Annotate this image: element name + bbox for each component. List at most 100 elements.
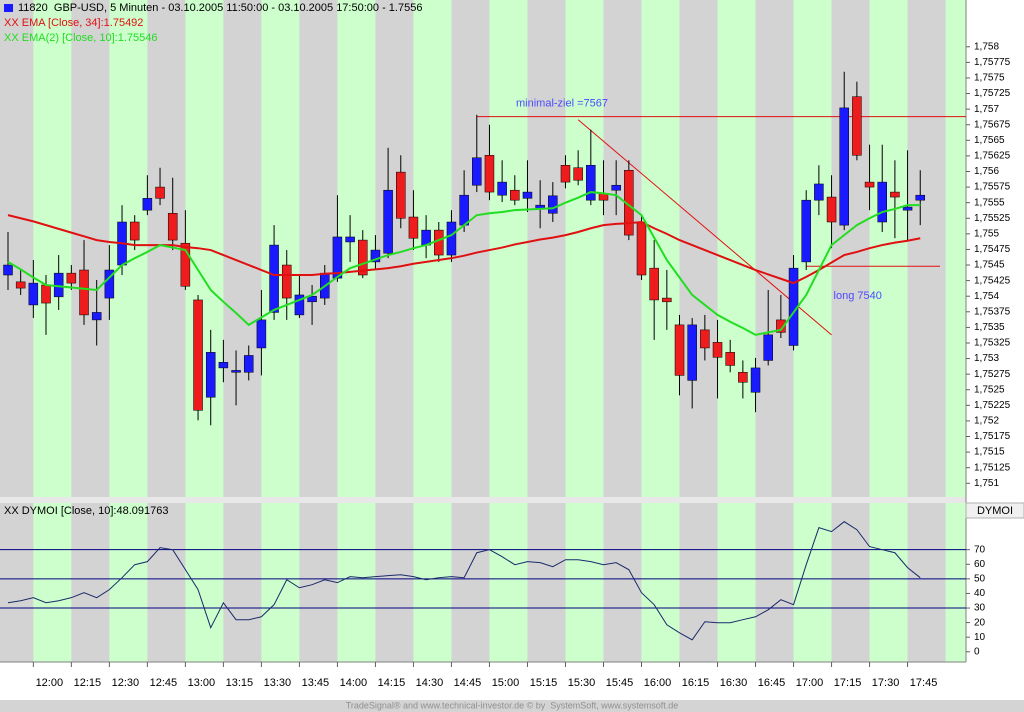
y-tick-label: 1,75375 <box>974 306 1011 317</box>
candle-body <box>902 206 913 211</box>
candle-body <box>700 329 710 349</box>
candle-body <box>548 195 558 214</box>
candle-body <box>307 295 317 303</box>
y-tick-label: 1,753 <box>974 353 999 364</box>
y-tick-label: 40 <box>974 588 986 599</box>
x-tick-label: 13:00 <box>188 677 216 689</box>
x-tick-label: 17:45 <box>910 677 938 689</box>
y-tick-label: 1,75275 <box>974 369 1011 380</box>
x-tick-label: 13:15 <box>226 677 254 689</box>
candle-body <box>434 229 444 256</box>
y-tick-label: 1,75175 <box>974 431 1011 442</box>
candle-body <box>636 221 647 276</box>
candle-body <box>345 236 355 243</box>
y-tick-label: 70 <box>974 544 986 555</box>
candle-body <box>15 281 26 289</box>
x-tick-label: 15:30 <box>568 677 596 689</box>
y-tick-label: 1,7575 <box>974 73 1005 84</box>
candle-body <box>91 312 102 321</box>
candle-body <box>814 183 824 201</box>
stripe <box>261 0 300 662</box>
y-tick-label: 1,75525 <box>974 213 1011 224</box>
y-tick-label: 1,75225 <box>974 400 1011 411</box>
stripe <box>337 0 376 662</box>
candle-body <box>763 334 773 361</box>
stripe <box>641 0 680 662</box>
candle-body <box>142 198 153 211</box>
candle-body <box>560 165 571 183</box>
annotation: long 7540 <box>834 290 882 302</box>
candle-body <box>687 324 697 381</box>
candle-body <box>573 167 583 181</box>
panel-label-box <box>965 502 1024 519</box>
candle-body <box>79 269 89 316</box>
x-tick-label: 12:15 <box>74 677 102 689</box>
x-tick-label: 14:45 <box>454 677 482 689</box>
x-tick-label: 16:45 <box>758 677 786 689</box>
candle-body <box>877 181 887 223</box>
x-tick-label: 15:15 <box>530 677 558 689</box>
candle-body <box>3 264 13 276</box>
candle-body <box>738 372 748 383</box>
y-tick-label: 1,75625 <box>974 151 1011 162</box>
y-tick-label: 1,752 <box>974 416 999 427</box>
legend-entry: XX EMA [Close, 34]:1.75492 <box>4 17 143 29</box>
y-tick-label: 1,75575 <box>974 182 1011 193</box>
x-tick-label: 14:00 <box>340 677 368 689</box>
candle-body <box>231 370 241 373</box>
candle-body <box>472 157 482 186</box>
ema-line <box>7 191 921 336</box>
candle-body <box>243 355 254 373</box>
stripe <box>413 0 452 662</box>
x-tick-label: 16:15 <box>682 677 710 689</box>
x-tick-label: 17:00 <box>796 677 824 689</box>
candle-body <box>459 194 469 226</box>
y-tick-label: 1,7525 <box>974 384 1005 395</box>
y-tick-label: 1,756 <box>974 166 999 177</box>
oscillator-line <box>7 521 921 641</box>
x-tick-label: 14:15 <box>378 677 406 689</box>
candle-body <box>256 319 267 349</box>
y-tick-label: 1,757 <box>974 104 999 115</box>
candle-body <box>522 191 533 199</box>
candle-body <box>510 189 520 201</box>
y-tick-label: 1,75775 <box>974 57 1011 68</box>
x-tick-label: 13:30 <box>264 677 292 689</box>
x-tick-label: 12:00 <box>36 677 64 689</box>
candle-body <box>269 244 279 313</box>
y-tick-label: 1,75675 <box>974 119 1011 130</box>
candle-body <box>674 324 685 376</box>
y-tick-label: 1,751 <box>974 478 999 489</box>
y-tick-label: 1,7545 <box>974 260 1005 271</box>
candle-body <box>180 242 191 287</box>
x-tick-label: 13:45 <box>302 677 330 689</box>
candle-body <box>864 181 875 188</box>
candle-body <box>66 272 77 284</box>
title-icon <box>4 4 13 12</box>
candle-body <box>776 319 786 333</box>
candle-body <box>358 239 368 276</box>
candle-body <box>332 236 343 279</box>
candle-body <box>408 216 419 239</box>
candle-body <box>586 165 596 201</box>
stripe <box>793 0 832 662</box>
candle-body <box>839 107 849 226</box>
x-tick-label: 15:45 <box>606 677 634 689</box>
y-tick-label: 1,755 <box>974 228 999 239</box>
chart-title: 11820 GBP-USD, 5 Minuten - 03.10.2005 11… <box>18 2 422 14</box>
x-tick-label: 12:45 <box>150 677 178 689</box>
candle-body <box>712 342 723 358</box>
candle-body <box>801 199 811 263</box>
candle-body <box>852 96 862 156</box>
candle-body <box>28 282 39 306</box>
stripe <box>109 0 148 662</box>
candle-body <box>484 155 495 193</box>
x-tick-label: 15:00 <box>492 677 520 689</box>
candle-body <box>915 194 925 201</box>
panel-separator <box>0 497 966 503</box>
candle-body <box>104 269 115 299</box>
y-tick-label: 1,75475 <box>974 244 1011 255</box>
y-tick-label: 20 <box>974 617 986 628</box>
y-tick-label: 1,7565 <box>974 135 1005 146</box>
candle-body <box>890 191 900 198</box>
